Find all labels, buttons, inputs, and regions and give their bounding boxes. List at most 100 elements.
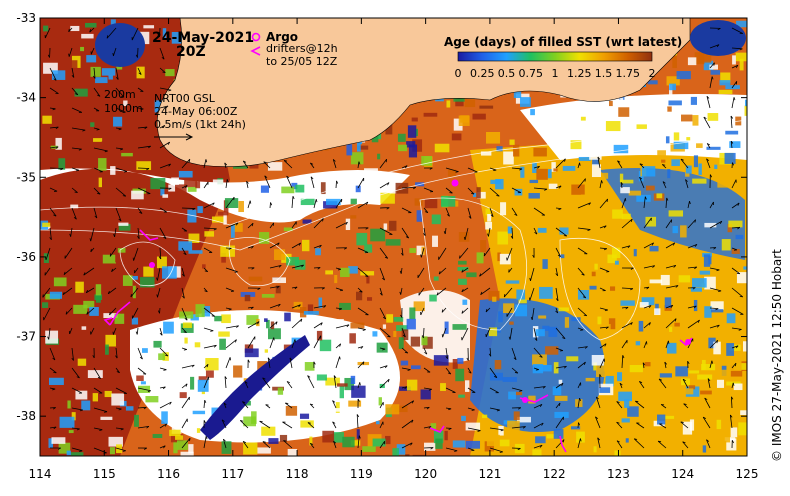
mosaic-cell [108, 75, 112, 79]
mosaic-cell [591, 221, 603, 224]
mosaic-cell [257, 447, 270, 453]
mosaic-cell [364, 168, 378, 179]
mosaic-cell [278, 388, 283, 395]
mosaic-cell [667, 169, 670, 178]
mosaic-cell [67, 400, 70, 408]
mosaic-cell [618, 107, 629, 117]
mosaic-cell [516, 229, 531, 236]
mosaic-cell [73, 360, 78, 367]
mosaic-cell [96, 295, 101, 303]
mosaic-cell [268, 162, 282, 171]
mosaic-cell [728, 221, 742, 228]
latitude-tick-label: -35 [16, 170, 36, 184]
mosaic-cell [515, 304, 527, 316]
mosaic-cell [714, 170, 722, 176]
mosaic-cell [673, 226, 678, 233]
altimetry-time-label: 24-May 06:00Z [154, 105, 238, 118]
mosaic-cell [563, 166, 576, 171]
latitude-tick-label: -38 [16, 409, 36, 423]
mosaic-cell [93, 138, 102, 142]
mosaic-cell [421, 389, 431, 399]
mosaic-cell [725, 153, 736, 164]
mosaic-cell [477, 252, 484, 263]
mosaic-cell [262, 294, 275, 298]
longitude-tick-label: 116 [157, 467, 180, 481]
mosaic-cell [143, 25, 154, 28]
mosaic-cell [610, 286, 615, 290]
mosaic-cell [79, 153, 93, 163]
longitude-tick-label: 125 [736, 467, 759, 481]
mosaic-cell [614, 145, 629, 153]
mosaic-cell [161, 411, 168, 424]
mosaic-cell [183, 322, 192, 327]
mosaic-cell [173, 441, 177, 453]
mosaic-cell [636, 195, 650, 202]
mosaic-cell [639, 321, 644, 332]
mosaic-cell [398, 134, 406, 142]
mosaic-cell [622, 214, 631, 219]
mosaic-cell [689, 370, 700, 373]
mosaic-cell [315, 248, 321, 255]
mosaic-cell [429, 295, 437, 302]
mosaic-cell [700, 271, 710, 275]
velocity-arrowhead [91, 249, 92, 252]
mosaic-cell [376, 421, 380, 424]
mosaic-cell [553, 168, 557, 171]
longitude-tick-label: 118 [286, 467, 309, 481]
mosaic-cell [657, 415, 665, 425]
mosaic-cell [700, 391, 712, 395]
map-time: 20Z [176, 44, 206, 60]
mosaic-cell [453, 359, 458, 369]
mosaic-cell [52, 238, 59, 250]
longitude-tick-label: 117 [221, 467, 244, 481]
mosaic-cell [677, 71, 691, 79]
mosaic-cell [75, 282, 84, 293]
latitude-tick-label: -33 [16, 11, 36, 25]
mosaic-cell [661, 275, 670, 285]
mosaic-cell [322, 394, 327, 402]
mosaic-cell [559, 380, 563, 384]
mosaic-cell [288, 380, 302, 393]
mosaic-cell [49, 378, 64, 385]
mosaic-cell [281, 187, 294, 194]
mosaic-cell [460, 115, 469, 122]
mosaic-cell [50, 95, 59, 102]
mosaic-cell [609, 101, 613, 106]
mosaic-cell [85, 23, 96, 28]
mosaic-cell [411, 337, 420, 347]
isobath-label-1000m: 1000m [104, 102, 143, 115]
mosaic-cell [476, 187, 480, 198]
mosaic-cell [370, 229, 385, 242]
mosaic-cell [261, 427, 275, 436]
mosaic-cell [302, 240, 309, 251]
colorbar-tick-label: 1.5 [595, 67, 613, 80]
mosaic-cell [219, 339, 226, 350]
mosaic-cell [265, 349, 268, 352]
mosaic-cell [435, 439, 442, 449]
mosaic-cell [461, 416, 466, 421]
mosaic-cell [202, 264, 206, 268]
mosaic-cell [305, 362, 315, 371]
velocity-arrowhead [69, 54, 70, 57]
mosaic-cell [620, 300, 634, 305]
mosaic-cell [703, 445, 706, 452]
mosaic-cell [592, 272, 596, 277]
mosaic-cell [424, 443, 435, 451]
mosaic-cell [530, 109, 535, 115]
mosaic-cell [197, 428, 200, 433]
mosaic-cell [656, 193, 662, 198]
mosaic-cell [702, 360, 706, 370]
mosaic-cell [366, 276, 369, 284]
longitude-tick-label: 115 [93, 467, 116, 481]
velocity-arrowhead [235, 272, 238, 273]
mosaic-cell [60, 417, 75, 428]
mosaic-cell [669, 210, 683, 216]
mosaic-cell [698, 163, 701, 174]
latitude-tick-label: -36 [16, 250, 36, 264]
mosaic-cell [684, 291, 694, 299]
mosaic-cell [674, 383, 682, 388]
mosaic-cell [67, 451, 71, 456]
mosaic-cell [466, 272, 476, 277]
velocity-arrowhead [124, 172, 127, 173]
